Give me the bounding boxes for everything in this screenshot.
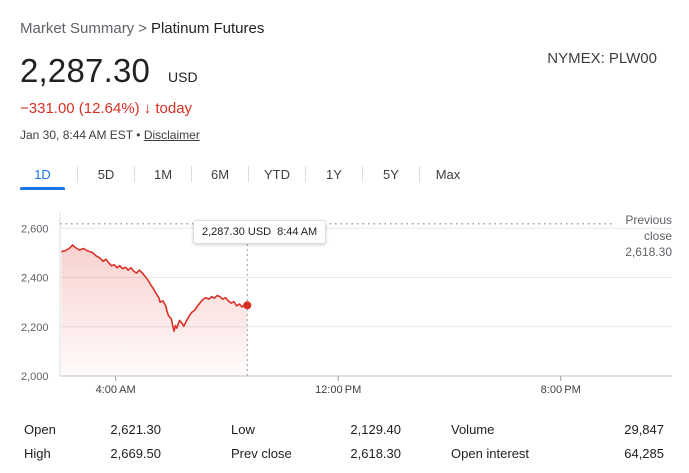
range-tabs: 1D 5D 1M 6M YTD 1Y 5Y Max [20, 160, 476, 190]
price-change: −331.00 (12.64%) ↓ today [20, 100, 192, 117]
price-area-fill [61, 245, 248, 376]
tab-max[interactable]: Max [435, 167, 461, 182]
x-tick-label: 12:00 PM [315, 384, 361, 396]
arrow-down-icon: ↓ [143, 100, 152, 117]
stat-value-open-interest: 64,285 [624, 446, 664, 461]
disclaimer-link[interactable]: Disclaimer [143, 128, 200, 142]
tooltip-time: 8:44 AM [277, 226, 318, 238]
timestamp-text: Jan 30, 8:44 AM EST [20, 128, 133, 142]
tab-5d[interactable]: 5D [97, 167, 115, 182]
currency-label: USD [168, 69, 198, 85]
x-tick-label: 8:00 PM [541, 384, 581, 396]
tab-divider [248, 166, 249, 182]
stat-value-prev-close: 2,618.30 [350, 446, 401, 461]
stat-label-high: High [24, 446, 51, 461]
tab-6m[interactable]: 6M [210, 167, 230, 182]
current-price-dot [243, 301, 252, 310]
breadcrumb: Market Summary > Platinum Futures [20, 20, 264, 37]
y-tick-label: 2,000 [21, 371, 49, 383]
y-tick-label: 2,200 [21, 322, 49, 334]
stat-value-low: 2,129.40 [350, 422, 401, 437]
previous-close-value: 2,618.30 [625, 245, 672, 259]
tab-divider [191, 166, 192, 182]
tab-5y[interactable]: 5Y [383, 167, 399, 182]
x-tick-label: 4:00 AM [96, 384, 136, 396]
breadcrumb-separator: > [138, 20, 147, 37]
tab-1m[interactable]: 1M [153, 167, 173, 182]
breadcrumb-market-summary[interactable]: Market Summary [20, 20, 135, 37]
y-tick-label: 2,600 [21, 223, 49, 235]
previous-close-line1: Previous [625, 213, 672, 227]
exchange-ticker: NYMEX: PLW00 [547, 50, 657, 67]
previous-close-line2: close [643, 229, 672, 243]
tab-divider [419, 166, 420, 182]
stat-label-open-interest: Open interest [451, 446, 530, 461]
tab-ytd[interactable]: YTD [264, 167, 290, 182]
tab-1y[interactable]: 1Y [326, 167, 342, 182]
stats-table: Open 2,621.30 Low 2,129.40 Volume 29,847… [24, 421, 664, 469]
price-chart-svg: 2,000 2,200 2,400 2,600 4:00 AM 12:00 PM 8:00 … [21, 212, 672, 396]
breadcrumb-current: Platinum Futures [150, 20, 265, 37]
change-period: today [155, 100, 193, 117]
tab-divider [134, 166, 135, 182]
timestamp-separator: • [136, 128, 141, 142]
tab-divider [77, 166, 78, 182]
tooltip-value: 2,287.30 USD [202, 226, 272, 238]
y-tick-label: 2,400 [21, 273, 49, 285]
stat-value-volume: 29,847 [624, 422, 664, 437]
previous-close-label: Previous close 2,618.30 [602, 212, 672, 260]
change-amount: −331.00 (12.64%) [20, 100, 140, 117]
tab-divider [305, 166, 306, 182]
stat-value-open: 2,621.30 [110, 422, 161, 437]
stats-row: Open 2,621.30 Low 2,129.40 Volume 29,847 [24, 421, 664, 445]
price-line [61, 244, 248, 332]
price-chart[interactable]: 2,000 2,200 2,400 2,600 4:00 AM 12:00 PM 8:00 … [0, 200, 689, 400]
quote-timestamp: Jan 30, 8:44 AM EST • Disclaimer [20, 128, 200, 142]
stat-label-low: Low [231, 422, 255, 437]
current-price: 2,287.30 [20, 52, 151, 89]
stat-value-high: 2,669.50 [110, 446, 161, 461]
chart-tooltip: 2,287.30 USD 8:44 AM [193, 220, 327, 244]
tab-divider [362, 166, 363, 182]
tab-1d[interactable]: 1D [20, 160, 65, 190]
stat-label-volume: Volume [451, 422, 495, 437]
stat-label-open: Open [24, 422, 56, 437]
stat-label-prev-close: Prev close [231, 446, 292, 461]
stats-row: High 2,669.50 Prev close 2,618.30 Open i… [24, 445, 664, 469]
